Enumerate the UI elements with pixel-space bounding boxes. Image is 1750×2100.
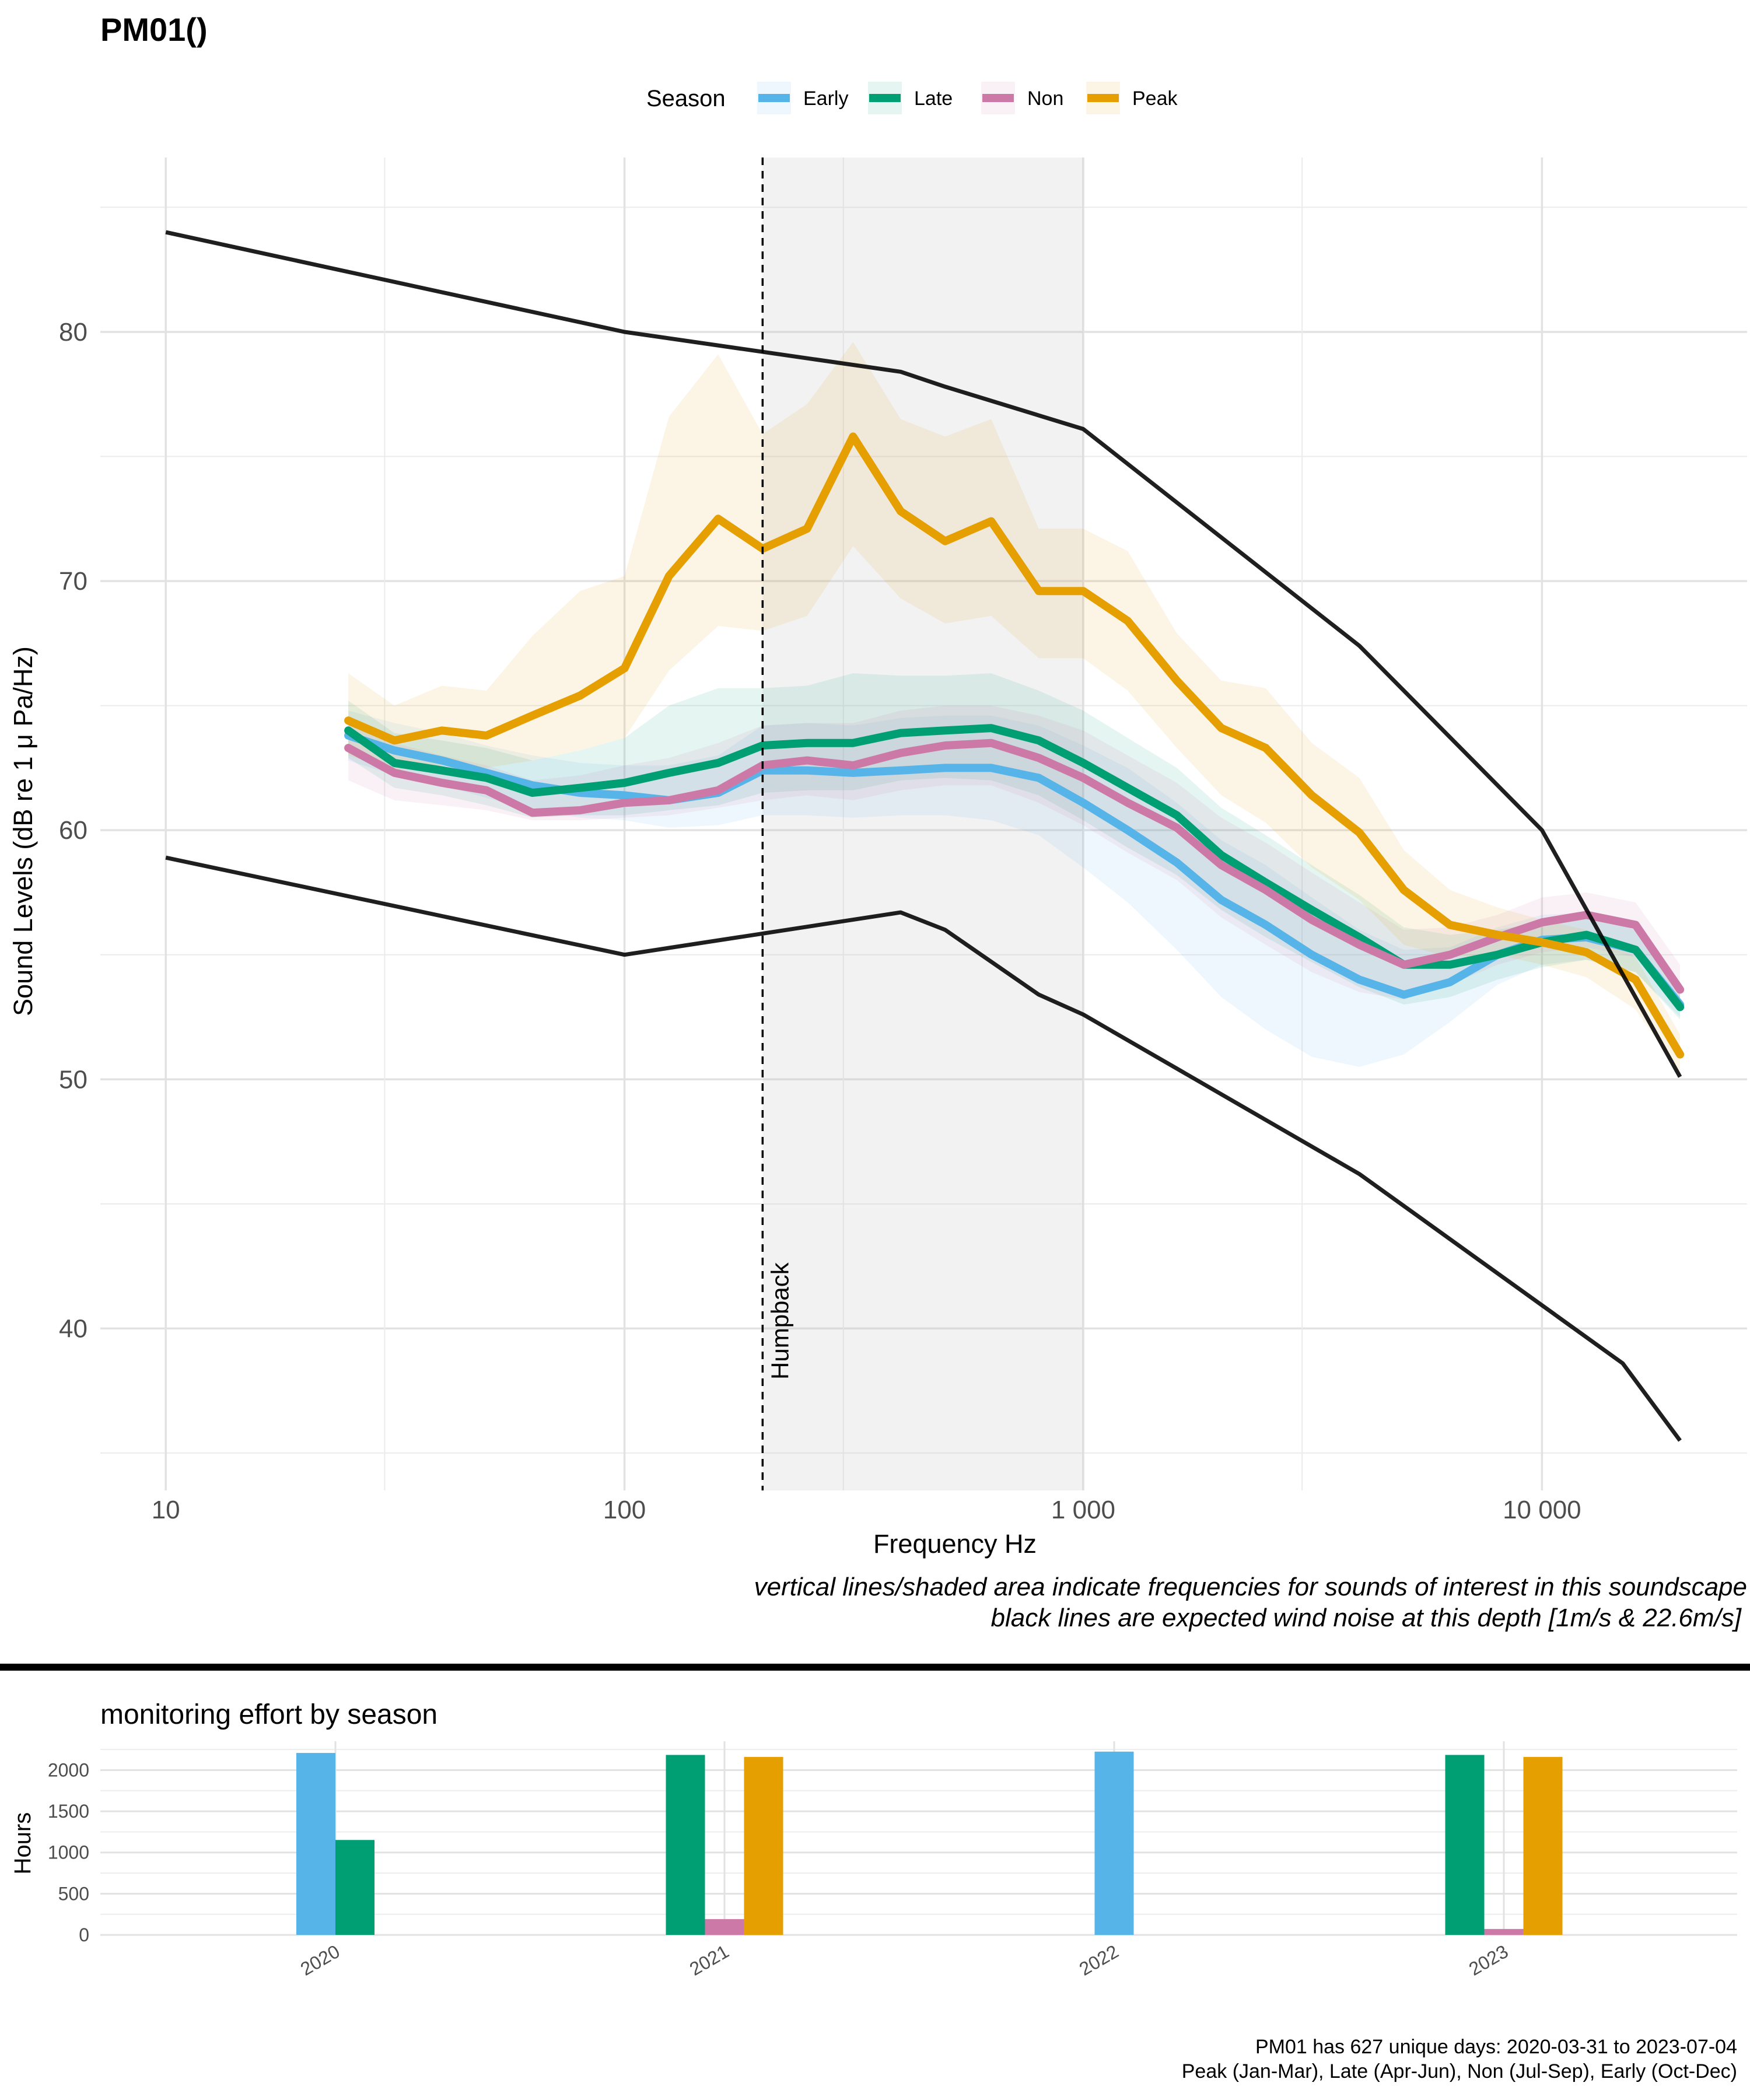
x-tick-labels: 10 100 1 000 10 000 (152, 1496, 1581, 1524)
legend-label-late: Late (914, 88, 953, 110)
legend-label-non: Non (1027, 88, 1063, 110)
effort-y-tick-label: 1500 (48, 1801, 89, 1822)
legend-label-peak: Peak (1132, 88, 1178, 110)
bar-2020-early (296, 1753, 335, 1935)
effort-y-axis-label: Hours (10, 1812, 36, 1875)
spectrum-panel: Humpback 10 100 1 000 10 000 40 50 60 70 80 Fre… (8, 158, 1747, 1632)
caption-line-2: black lines are expected wind noise at t… (991, 1604, 1742, 1632)
series-line-late (344, 724, 1685, 1012)
effort-y-tick-label: 0 (79, 1924, 89, 1945)
series-line-peak (344, 432, 1685, 1059)
effort-y-tick-labels: 0 500 1000 1500 2000 (48, 1759, 89, 1945)
effort-y-tick-label: 2000 (48, 1759, 89, 1780)
bar-2021-peak (744, 1756, 783, 1935)
reference-line-wind-1m-s (165, 855, 1682, 1442)
x-tick-label: 10 000 (1503, 1496, 1581, 1524)
effort-y-tick-label: 500 (58, 1883, 89, 1904)
series-line-non (344, 738, 1685, 994)
effort-panel: monitoring effort by season 0 500 1000 1500… (10, 1699, 1737, 1980)
bar-2021-late (666, 1755, 705, 1935)
page-title: PM01() (100, 11, 208, 48)
season-lines (344, 432, 1685, 1059)
x-axis-label: Frequency Hz (873, 1529, 1037, 1559)
effort-title: monitoring effort by season (100, 1699, 438, 1730)
bar-2020-late (335, 1840, 374, 1935)
bar-2023-late (1445, 1755, 1485, 1935)
legend-label-early: Early (803, 88, 848, 110)
effort-y-tick-label: 1000 (48, 1842, 89, 1863)
x-tick-label: 10 (152, 1496, 180, 1524)
y-tick-label: 80 (59, 318, 88, 346)
spectrum-grid (100, 158, 1747, 1490)
y-axis-label: Sound Levels (dB re 1 μ Pa/Hz) (8, 646, 38, 1016)
y-tick-label: 40 (59, 1314, 88, 1343)
bar-2023-non (1484, 1929, 1524, 1935)
humpback-label: Humpback (766, 1262, 793, 1380)
x-tick-label: 1 000 (1051, 1496, 1115, 1524)
y-tick-labels: 40 50 60 70 80 (59, 318, 88, 1343)
wind-noise-lines (165, 230, 1682, 1442)
ribbon-peak (348, 342, 1681, 1072)
legend: Season Early Late Non Peak (646, 82, 1178, 114)
caption-line-1: vertical lines/shaded area indicate freq… (754, 1573, 1747, 1601)
y-tick-label: 60 (59, 816, 88, 845)
bar-2022-early (1094, 1751, 1134, 1935)
legend-title: Season (646, 86, 726, 111)
footer-line-2: Peak (Jan-Mar), Late (Apr-Jun), Non (Jul… (1182, 2060, 1737, 2082)
reference-line-wind-22-6m-s (165, 230, 1682, 1078)
bar-2023-peak (1523, 1756, 1563, 1935)
effort-bars (296, 1751, 1563, 1935)
y-tick-label: 70 (59, 567, 88, 596)
x-tick-label: 100 (603, 1496, 646, 1524)
y-tick-label: 50 (59, 1065, 88, 1094)
footer-line-1: PM01 has 627 unique days: 2020-03-31 to … (1255, 2036, 1737, 2058)
bar-2021-non (705, 1919, 744, 1935)
